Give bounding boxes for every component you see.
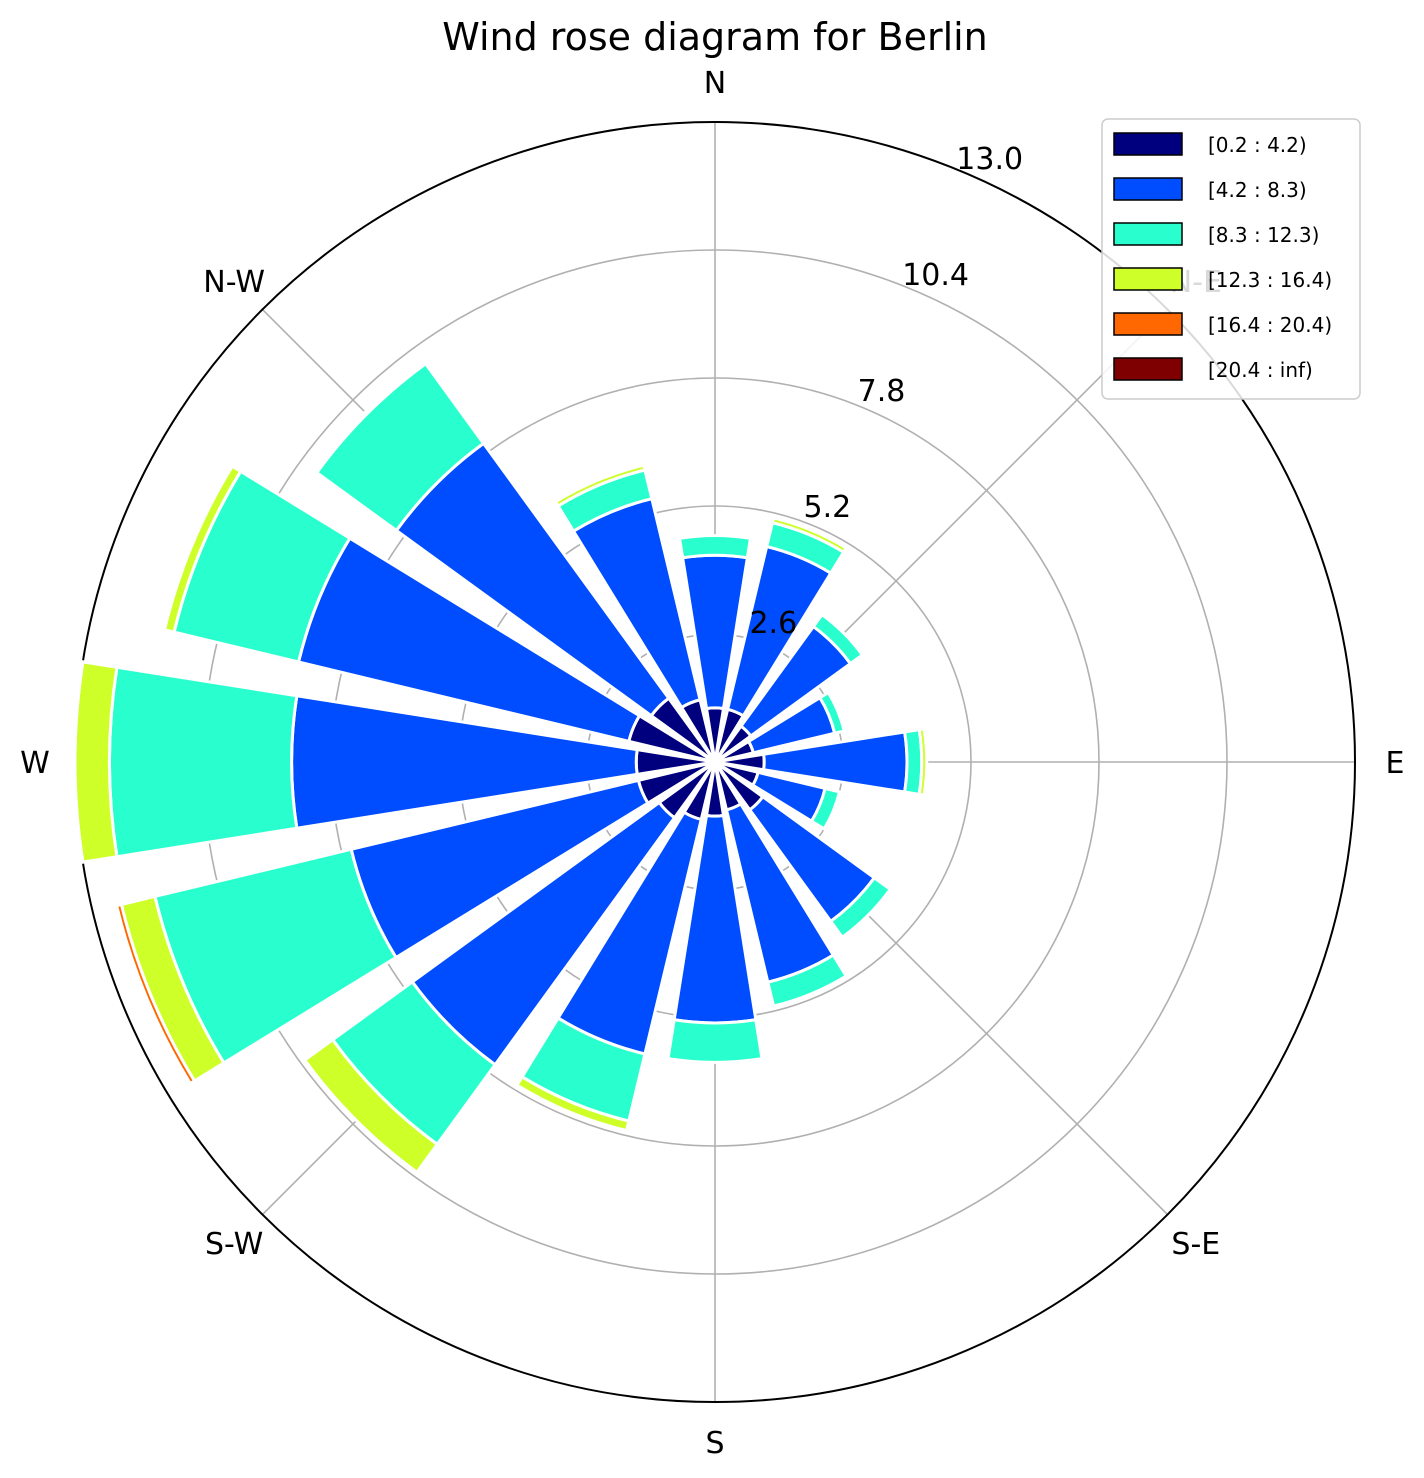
sector-bar-segment bbox=[514, 1074, 631, 1133]
direction-label: S-E bbox=[1171, 1227, 1220, 1262]
wind-sectors bbox=[71, 359, 929, 1175]
direction-label: N-W bbox=[203, 265, 265, 300]
sector-bar-segment bbox=[677, 534, 753, 560]
direction-label: S bbox=[705, 1426, 724, 1461]
sector-bar-segment bbox=[162, 464, 243, 634]
legend-label: [20.4 : inf) bbox=[1208, 358, 1313, 382]
sector-157.5 bbox=[162, 464, 716, 764]
sector-45 bbox=[713, 612, 865, 764]
sector-bar-segment bbox=[302, 1037, 440, 1175]
direction-label: E bbox=[1386, 746, 1405, 781]
radial-tick-label: 10.4 bbox=[902, 258, 969, 293]
sector-bar-segment bbox=[817, 690, 847, 736]
sector-202.5 bbox=[114, 760, 716, 1086]
legend-box bbox=[1101, 118, 1361, 400]
legend-label: [0.2 : 4.2) bbox=[1208, 133, 1307, 157]
chart-title: Wind rose diagram for Berlin bbox=[442, 15, 988, 59]
sector-bar-segment bbox=[809, 786, 842, 831]
sector-180 bbox=[71, 659, 716, 865]
sector-bar-segment bbox=[114, 902, 197, 1086]
legend: [0.2 : 4.2) [4.2 : 8.3) [8.3 : 12.3) [12.3 … bbox=[1101, 118, 1361, 400]
sector-67.5 bbox=[713, 516, 849, 763]
sector-bar-segment bbox=[312, 359, 428, 475]
axis-labels: 2.65.27.810.413.0EN-ENN-WWS-WSS-E bbox=[20, 66, 1404, 1461]
sector-bar-segment bbox=[107, 665, 299, 859]
radial-tick-label: 7.8 bbox=[858, 374, 906, 409]
sector-bar-segment bbox=[666, 1017, 764, 1064]
legend-swatch bbox=[1113, 357, 1183, 381]
sector-225 bbox=[302, 760, 717, 1175]
sector-135 bbox=[312, 359, 717, 764]
sector-0 bbox=[714, 727, 929, 797]
direction-label: S-W bbox=[205, 1227, 263, 1262]
sector-bar-segment bbox=[71, 659, 85, 865]
sector-bar-segment bbox=[553, 463, 647, 509]
sector-bar-segment bbox=[766, 953, 849, 1008]
sector-247.5 bbox=[514, 761, 717, 1133]
legend-swatch bbox=[1113, 177, 1183, 201]
direction-label: N bbox=[704, 66, 726, 101]
radial-tick-label: 5.2 bbox=[804, 490, 852, 525]
legend-swatch bbox=[1113, 312, 1183, 336]
radial-tick-label: 13.0 bbox=[956, 142, 1023, 177]
legend-label: [12.3 : 16.4) bbox=[1208, 268, 1332, 292]
legend-swatch bbox=[1113, 267, 1183, 291]
legend-swatch bbox=[1113, 222, 1183, 246]
sector-270 bbox=[666, 761, 764, 1064]
legend-label: [4.2 : 8.3) bbox=[1208, 178, 1307, 202]
sector-292.5 bbox=[713, 761, 849, 1008]
sector-bar-segment bbox=[73, 660, 119, 864]
sector-bar-segment bbox=[770, 516, 849, 555]
sector-337.5 bbox=[714, 760, 842, 831]
sector-bar-segment bbox=[917, 727, 929, 797]
sector-bar-segment bbox=[828, 875, 893, 940]
legend-label: [8.3 : 12.3) bbox=[1208, 223, 1319, 247]
legend-label: [16.4 : 20.4) bbox=[1208, 313, 1332, 337]
radial-tick-label: 2.6 bbox=[749, 606, 797, 641]
sector-bar-segment bbox=[811, 612, 865, 666]
sector-112.5 bbox=[553, 463, 717, 763]
sector-315 bbox=[713, 760, 893, 940]
direction-label: W bbox=[20, 746, 50, 781]
legend-swatch bbox=[1113, 132, 1183, 156]
sector-90 bbox=[677, 534, 753, 763]
